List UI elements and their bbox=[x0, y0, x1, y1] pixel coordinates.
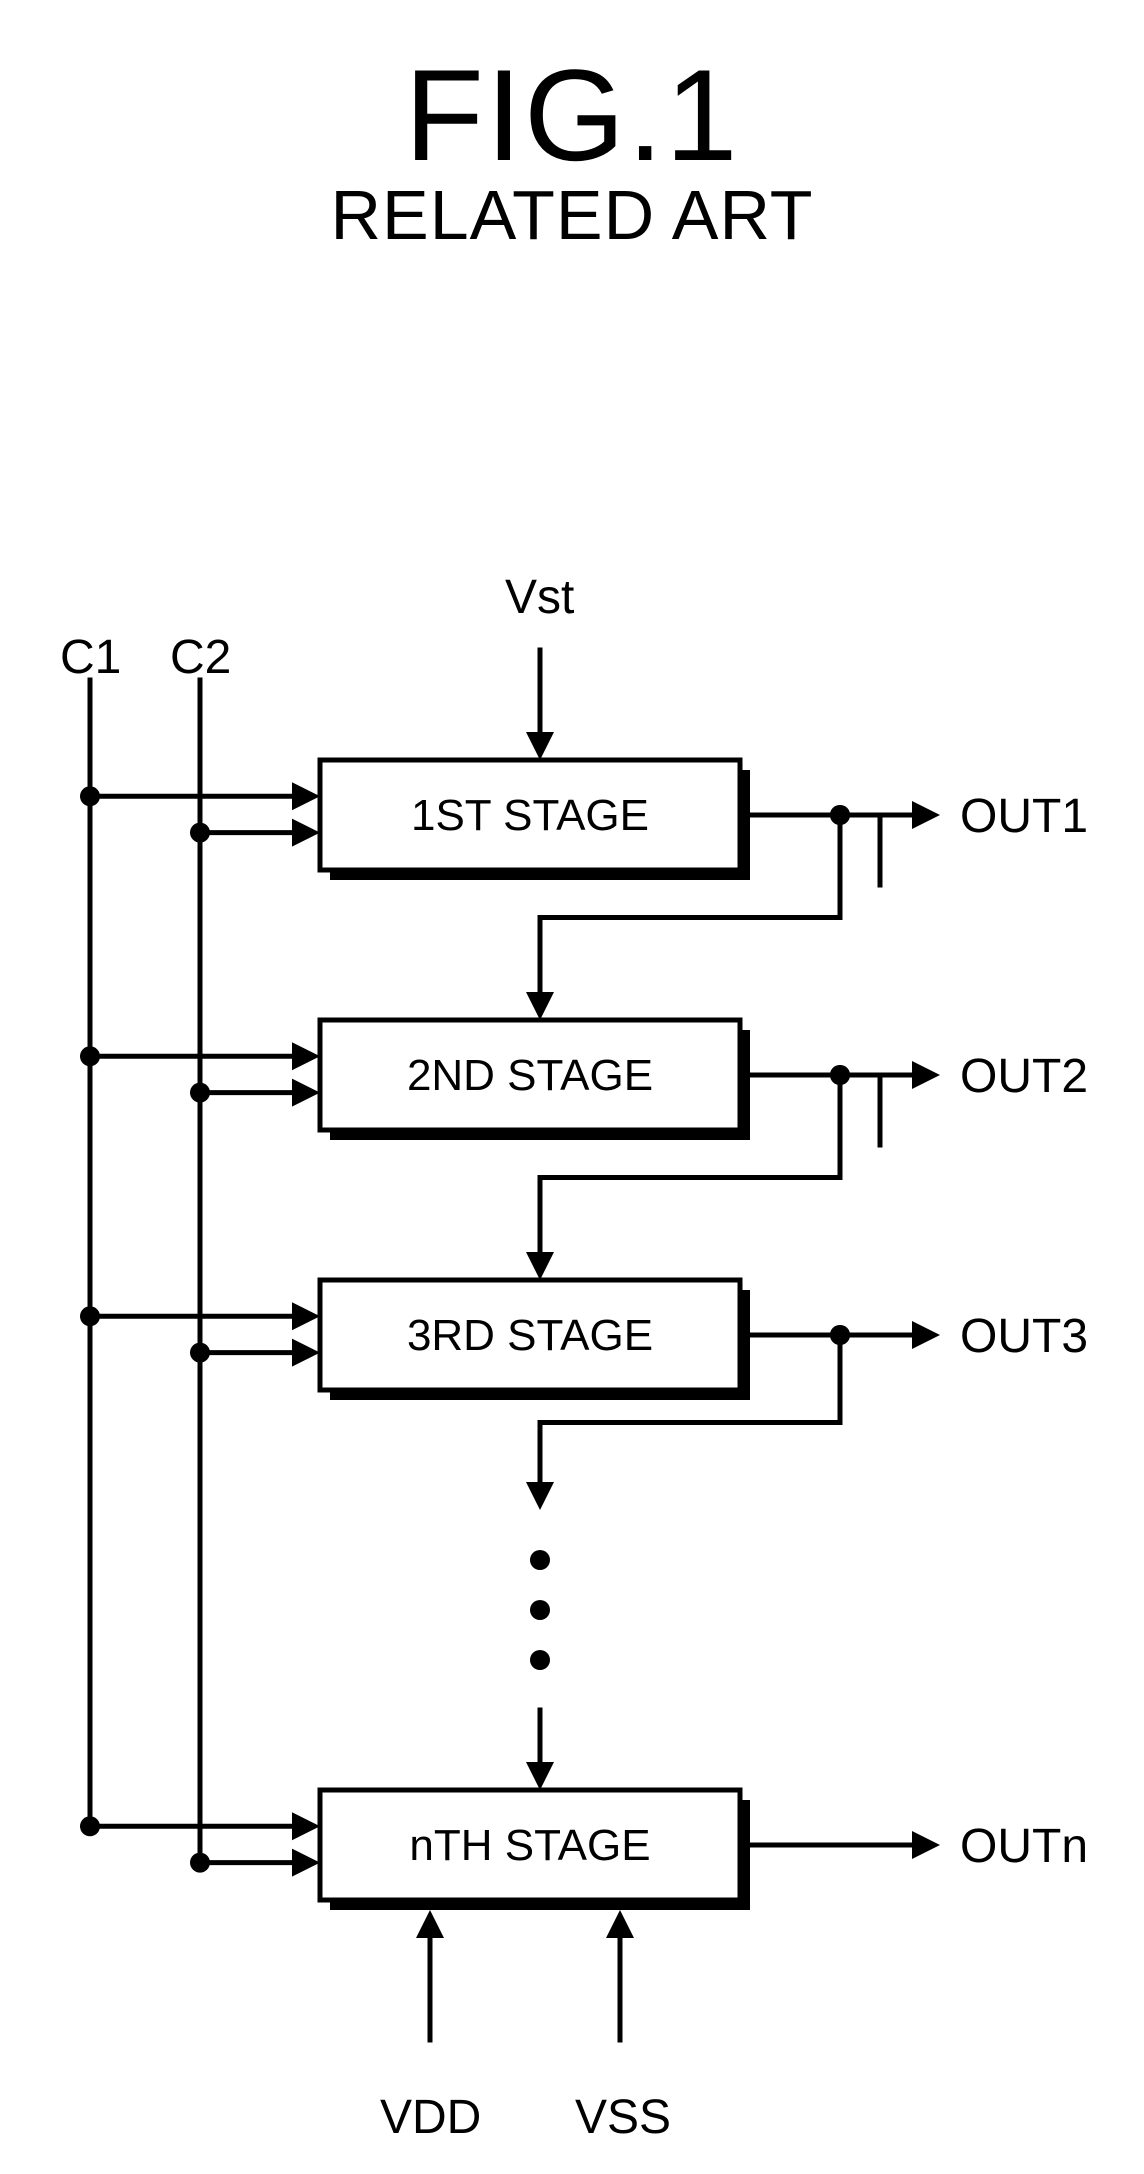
out-label-3: OUTn bbox=[960, 1819, 1088, 1874]
stage-label-2: 3RD STAGE bbox=[320, 1311, 740, 1361]
out-label-1: OUT2 bbox=[960, 1049, 1088, 1104]
label-c1: C1 bbox=[60, 630, 121, 685]
label-vdd: VDD bbox=[380, 2090, 481, 2145]
label-vst: Vst bbox=[505, 570, 574, 625]
stage-label-3: nTH STAGE bbox=[320, 1821, 740, 1871]
label-c2: C2 bbox=[170, 630, 231, 685]
out-label-0: OUT1 bbox=[960, 789, 1088, 844]
label-vss: VSS bbox=[575, 2090, 671, 2145]
out-label-2: OUT3 bbox=[960, 1309, 1088, 1364]
stage-label-1: 2ND STAGE bbox=[320, 1051, 740, 1101]
stage-label-0: 1ST STAGE bbox=[320, 791, 740, 841]
